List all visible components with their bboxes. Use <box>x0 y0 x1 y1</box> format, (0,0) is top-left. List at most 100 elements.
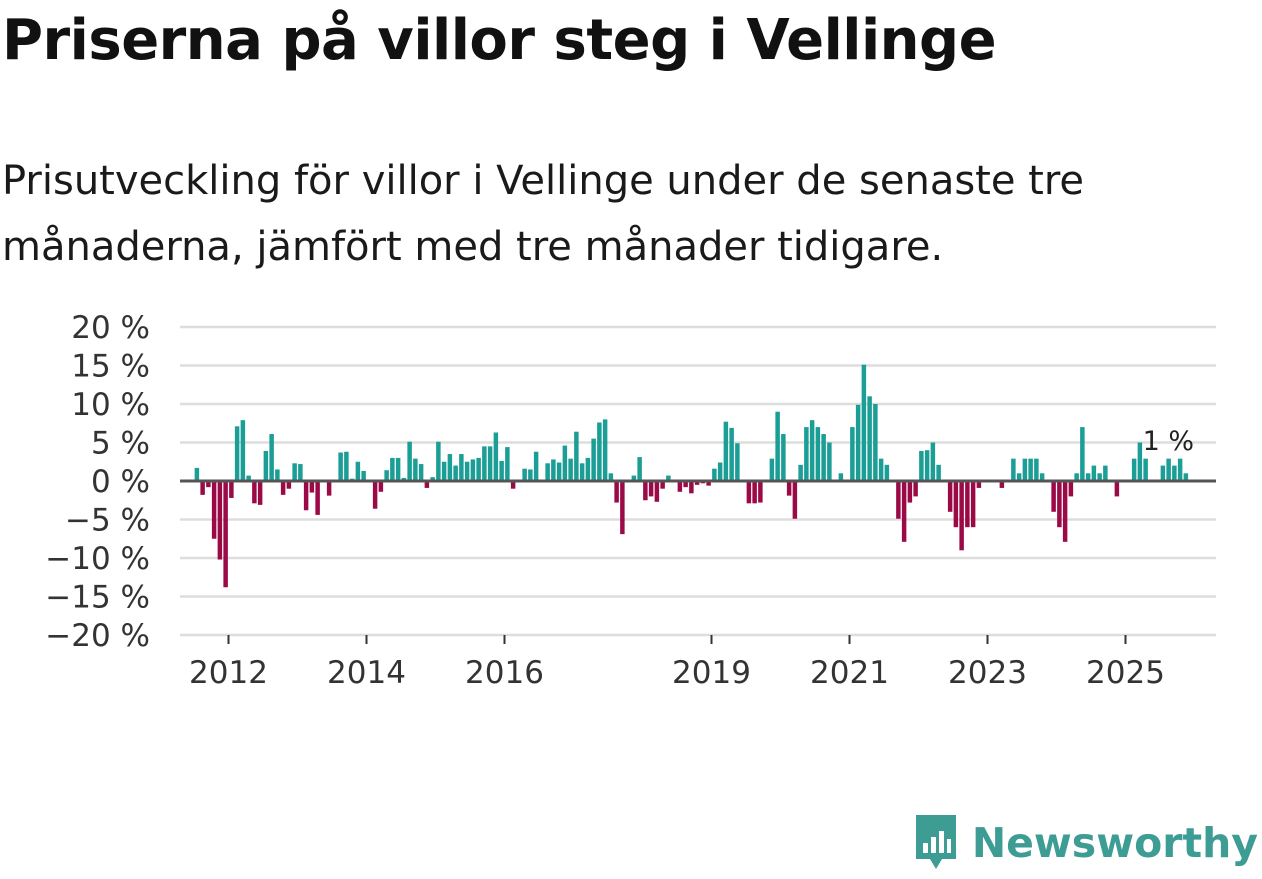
bar <box>441 461 447 481</box>
x-tick-label: 2023 <box>948 655 1027 691</box>
bar <box>476 457 481 481</box>
bar <box>689 481 694 494</box>
bar <box>275 469 280 481</box>
x-tick-label: 2025 <box>1086 655 1165 691</box>
bar <box>643 481 648 501</box>
bar <box>884 464 890 481</box>
bar <box>286 481 292 489</box>
y-tick-label: 20 % <box>71 310 150 346</box>
bar <box>1183 473 1189 481</box>
bar <box>878 458 884 481</box>
bar <box>252 481 257 504</box>
bar <box>631 475 637 481</box>
bar <box>1016 473 1022 481</box>
bar <box>959 481 964 551</box>
y-tick-label: 10 % <box>71 387 150 423</box>
bar <box>936 464 941 481</box>
logo-text: Newsworthy <box>971 819 1258 867</box>
bar <box>269 434 274 481</box>
bar <box>280 481 286 495</box>
bar <box>568 458 573 481</box>
bar <box>792 481 798 519</box>
bar <box>263 450 269 481</box>
bar <box>510 481 516 489</box>
chart-title: Priserna på villor steg i Vellinge <box>2 8 997 73</box>
y-tick-label: −15 % <box>45 580 150 616</box>
bar <box>1028 458 1033 481</box>
bar <box>1068 481 1074 497</box>
bar <box>372 481 378 509</box>
bar <box>430 477 435 481</box>
bar <box>798 464 803 481</box>
bar <box>1160 465 1166 481</box>
bar <box>556 462 562 481</box>
bar <box>1143 458 1148 481</box>
bar <box>246 475 251 481</box>
y-tick-label: 15 % <box>71 349 150 385</box>
bar <box>1022 458 1028 481</box>
x-tick-label: 2012 <box>189 655 268 691</box>
bar <box>1097 473 1102 481</box>
bar <box>786 481 792 496</box>
bar <box>395 457 401 481</box>
bar <box>660 481 665 489</box>
y-tick-label: 5 % <box>91 426 150 462</box>
bar <box>413 458 418 481</box>
bar <box>804 427 809 481</box>
bar <box>1057 481 1062 528</box>
bar <box>947 481 953 512</box>
bar <box>683 481 688 488</box>
bar <box>499 460 504 481</box>
bar <box>326 481 332 496</box>
bar <box>1131 458 1137 481</box>
bar <box>200 481 205 495</box>
bar <box>861 364 867 481</box>
bar <box>194 467 200 481</box>
bar <box>896 481 901 519</box>
bar <box>907 481 913 503</box>
bar <box>1039 473 1045 481</box>
bar <box>867 396 872 481</box>
bar <box>838 473 844 481</box>
bar <box>1034 458 1039 481</box>
bar <box>953 481 959 528</box>
bar <box>602 419 608 481</box>
bar <box>729 427 734 481</box>
bar <box>234 426 240 481</box>
bar <box>809 420 815 481</box>
bar <box>706 481 711 486</box>
y-tick-label: 0 % <box>91 464 150 500</box>
bar <box>999 481 1005 488</box>
bar <box>223 481 228 588</box>
bar <box>1172 465 1177 481</box>
bar <box>453 465 458 481</box>
bar <box>775 411 780 481</box>
bar <box>211 481 217 539</box>
bar <box>873 404 878 481</box>
bar <box>735 443 740 481</box>
bar <box>401 477 407 481</box>
bar <box>482 446 487 481</box>
bar <box>608 473 614 481</box>
bar <box>1091 465 1097 481</box>
bar <box>217 481 223 560</box>
bar <box>746 481 752 504</box>
bar <box>1177 458 1183 481</box>
bar <box>1062 481 1068 542</box>
bar <box>298 464 303 481</box>
x-tick-label: 2021 <box>810 655 889 691</box>
bar <box>487 446 493 481</box>
bar <box>551 459 556 481</box>
bar <box>1137 442 1143 481</box>
bar <box>407 441 412 481</box>
bar <box>1011 458 1016 481</box>
bar <box>1074 473 1079 481</box>
bar <box>528 469 533 481</box>
bar <box>1080 427 1085 481</box>
bar <box>924 450 930 481</box>
bar <box>821 434 826 481</box>
bar <box>781 434 786 481</box>
bar <box>850 427 855 481</box>
bar <box>338 452 343 481</box>
last-value-label: 1 % <box>1143 426 1194 457</box>
